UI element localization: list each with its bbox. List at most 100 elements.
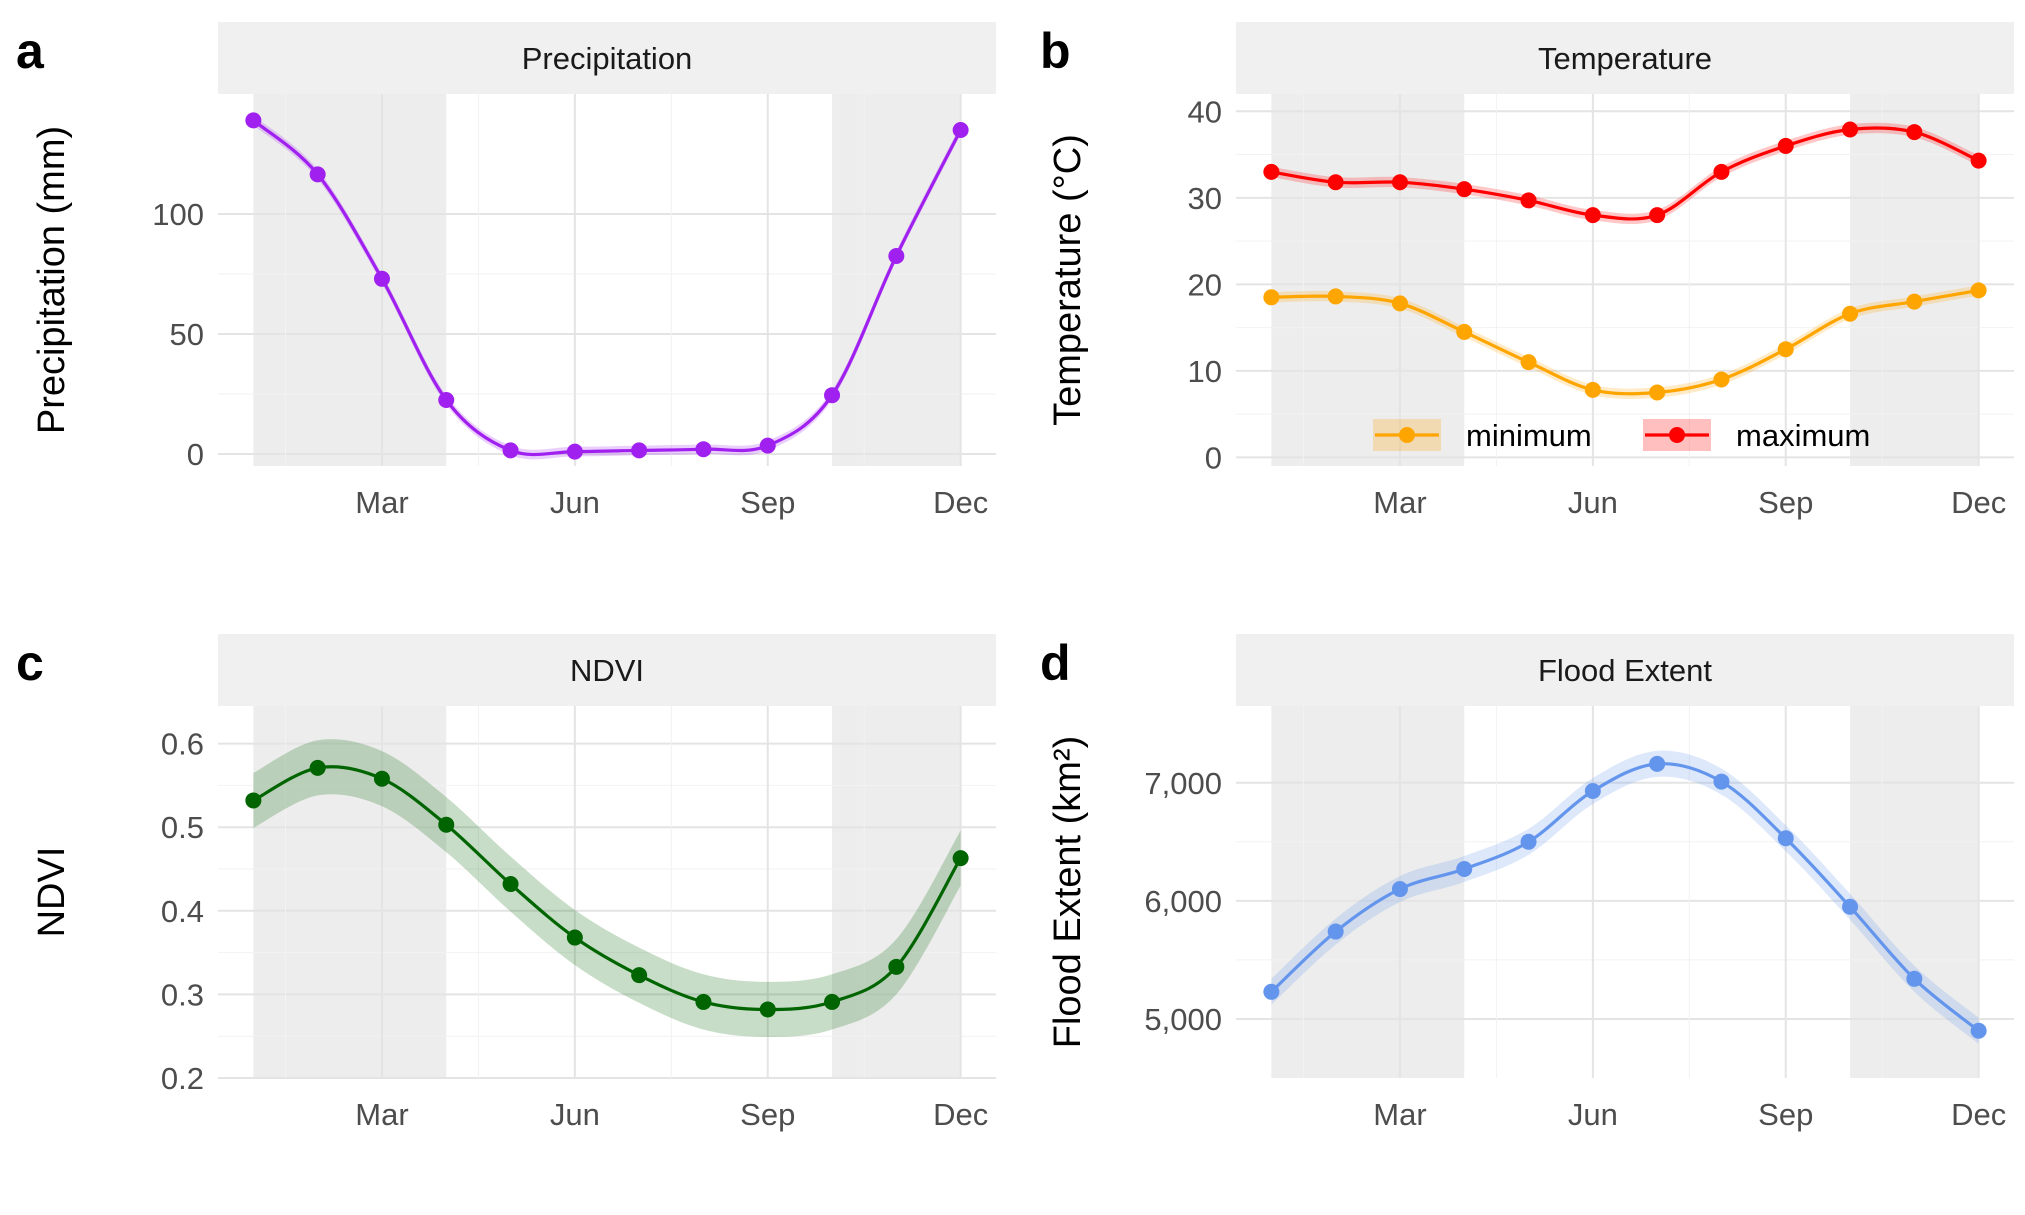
data-point (309, 166, 326, 183)
data-point (1906, 293, 1923, 310)
data-point (245, 792, 262, 809)
panel-d: Flood Extent d 5,000 6,000 7,000 Mar Jun Sep Dec… (1040, 634, 2014, 1132)
x-tick-label: Dec (1951, 1097, 2006, 1132)
shaded-region (832, 94, 961, 466)
data-point (695, 993, 712, 1010)
y-tick-label: 0.6 (161, 727, 204, 762)
data-point (245, 112, 262, 129)
data-point (1520, 354, 1537, 371)
data-point (1649, 207, 1666, 224)
panel-letter: d (1040, 635, 1071, 691)
confidence-band (1271, 750, 1979, 1044)
y-tick-label: 20 (1188, 267, 1222, 302)
series-flood (1263, 750, 1987, 1044)
strip-title: NDVI (570, 653, 644, 688)
strip-title: Precipitation (522, 41, 693, 76)
y-tick-label: 40 (1188, 94, 1222, 129)
legend-label: maximum (1736, 418, 1870, 453)
data-point (1327, 923, 1344, 940)
y-axis-label: Flood Extent (km²) (1047, 736, 1089, 1049)
data-point (1649, 384, 1666, 401)
shaded-region (1850, 94, 1979, 466)
data-point (759, 437, 776, 454)
y-axis-label: Precipitation (mm) (31, 126, 73, 434)
data-point (1777, 830, 1794, 847)
data-point (566, 443, 583, 460)
y-tick-label: 0.2 (161, 1061, 204, 1096)
panel-letter: c (16, 635, 44, 691)
y-axis-label: Temperature (°C) (1047, 134, 1089, 426)
y-tick-label: 30 (1188, 181, 1222, 216)
data-point (631, 442, 648, 459)
panel-a: Precipitation a 0 50 100 Mar Jun Sep Dec Precipit… (16, 22, 996, 520)
data-point (1391, 295, 1408, 312)
x-tick-label: Mar (355, 485, 408, 520)
x-tick-label: Dec (1951, 485, 2006, 520)
y-tick-label: 0 (187, 437, 204, 472)
x-tick-label: Jun (1568, 485, 1618, 520)
data-point (1906, 970, 1923, 987)
data-point (824, 993, 841, 1010)
data-point (824, 387, 841, 404)
y-tick-label: 10 (1188, 354, 1222, 389)
data-point (566, 929, 583, 946)
x-tick-label: Jun (550, 485, 600, 520)
data-point (1456, 181, 1473, 198)
data-point (373, 770, 390, 787)
legend-item-maximum: maximum (1643, 418, 1870, 453)
data-point (1970, 282, 1987, 299)
data-point (1520, 833, 1537, 850)
data-point (438, 392, 455, 408)
data-point (631, 967, 648, 984)
x-tick-label: Dec (933, 1097, 988, 1132)
data-point (309, 759, 326, 776)
series-ndvi (245, 739, 969, 1037)
shaded-region (832, 706, 961, 1078)
data-point (1649, 755, 1666, 772)
data-point (1584, 381, 1601, 398)
data-point (695, 441, 712, 458)
y-tick-label: 0.4 (161, 894, 204, 929)
data-point (952, 850, 969, 867)
strip-background (218, 22, 996, 94)
x-tick-label: Mar (355, 1097, 408, 1132)
shaded-region (1271, 706, 1465, 1078)
panel-c: NDVI c 0.2 0.3 0.4 0.5 0.6 Mar Jun Sep Dec NDVI (16, 634, 996, 1132)
data-point (1327, 288, 1344, 305)
panel-letter: a (16, 23, 45, 79)
data-point (1713, 371, 1730, 388)
data-point (1777, 341, 1794, 358)
data-point (1520, 192, 1537, 209)
x-tick-label: Dec (933, 485, 988, 520)
data-point (1777, 137, 1794, 154)
trend-line (252, 119, 963, 457)
legend: minimum maximum (1373, 418, 1870, 453)
y-tick-label: 0.3 (161, 977, 204, 1012)
y-tick-label: 100 (152, 197, 204, 232)
legend-label: minimum (1466, 418, 1592, 453)
x-tick-label: Mar (1373, 485, 1426, 520)
x-tick-label: Sep (1758, 1097, 1813, 1132)
y-tick-label: 5,000 (1144, 1002, 1222, 1037)
y-tick-label: 6,000 (1144, 884, 1222, 919)
data-point (1906, 124, 1923, 141)
data-point (952, 122, 969, 138)
series-maximum (1263, 121, 1987, 225)
shaded-region (1271, 94, 1465, 466)
data-point (1263, 289, 1280, 306)
data-point (1327, 174, 1344, 191)
strip-title: Temperature (1538, 41, 1712, 76)
y-tick-label: 7,000 (1144, 766, 1222, 801)
data-point (1263, 983, 1280, 1000)
x-tick-label: Jun (550, 1097, 600, 1132)
y-tick-label: 50 (170, 317, 204, 352)
y-tick-label: 0.5 (161, 810, 204, 845)
x-tick-label: Sep (1758, 485, 1813, 520)
data-point (1842, 305, 1859, 322)
series-precip (245, 112, 969, 460)
panel-letter: b (1040, 23, 1071, 79)
x-tick-label: Sep (740, 485, 795, 520)
data-point (438, 816, 455, 833)
data-point (373, 270, 390, 287)
legend-key-point (1399, 427, 1415, 443)
